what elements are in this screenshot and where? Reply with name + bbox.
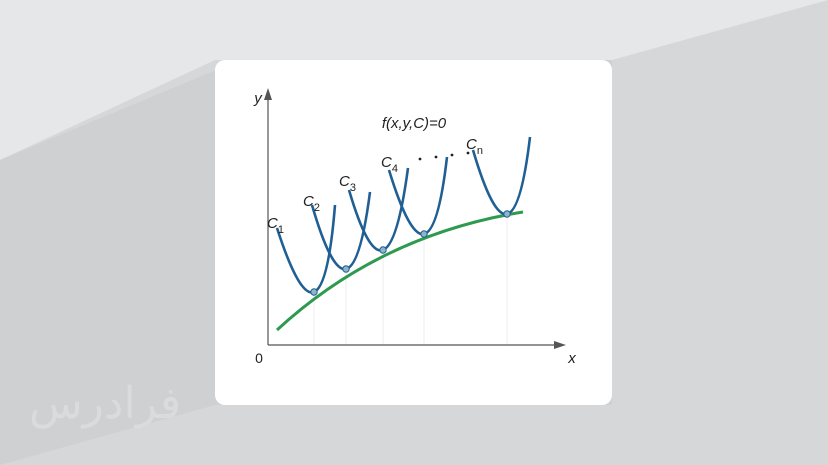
tangent-point: [342, 265, 350, 273]
x-arrow: [554, 341, 566, 349]
card: [215, 60, 612, 405]
origin-label: 0: [255, 350, 263, 366]
tangent-point: [420, 230, 428, 238]
watermark: فرادرس: [29, 379, 181, 429]
ellipsis: [418, 151, 470, 161]
equation: f(x,y,C)=0: [382, 115, 447, 132]
curve-subscript: 2: [314, 202, 320, 214]
curve-subscript: 1: [278, 224, 284, 236]
curve-label: C4: [381, 154, 398, 175]
curve-label: C3: [339, 173, 356, 194]
curve-letter: C: [466, 136, 477, 153]
curve-letter: C: [339, 173, 350, 190]
tangent-point: [379, 246, 387, 254]
curve-letter: C: [303, 193, 314, 210]
curve-letter: C: [381, 154, 392, 171]
x-label: x: [567, 350, 576, 367]
curve-subscript: 4: [392, 163, 398, 175]
y-label: y: [253, 90, 263, 107]
tangent-point: [503, 210, 511, 218]
curve-label: C2: [303, 193, 320, 214]
curve-subscript: n: [477, 145, 483, 157]
y-arrow: [264, 88, 272, 100]
envelope: [275, 210, 524, 332]
curve-letter: C: [267, 215, 278, 232]
curve-label: C1: [267, 215, 284, 236]
curve-subscript: 3: [350, 182, 356, 194]
curve-label: Cn: [466, 136, 483, 157]
tangent-point: [310, 288, 318, 296]
